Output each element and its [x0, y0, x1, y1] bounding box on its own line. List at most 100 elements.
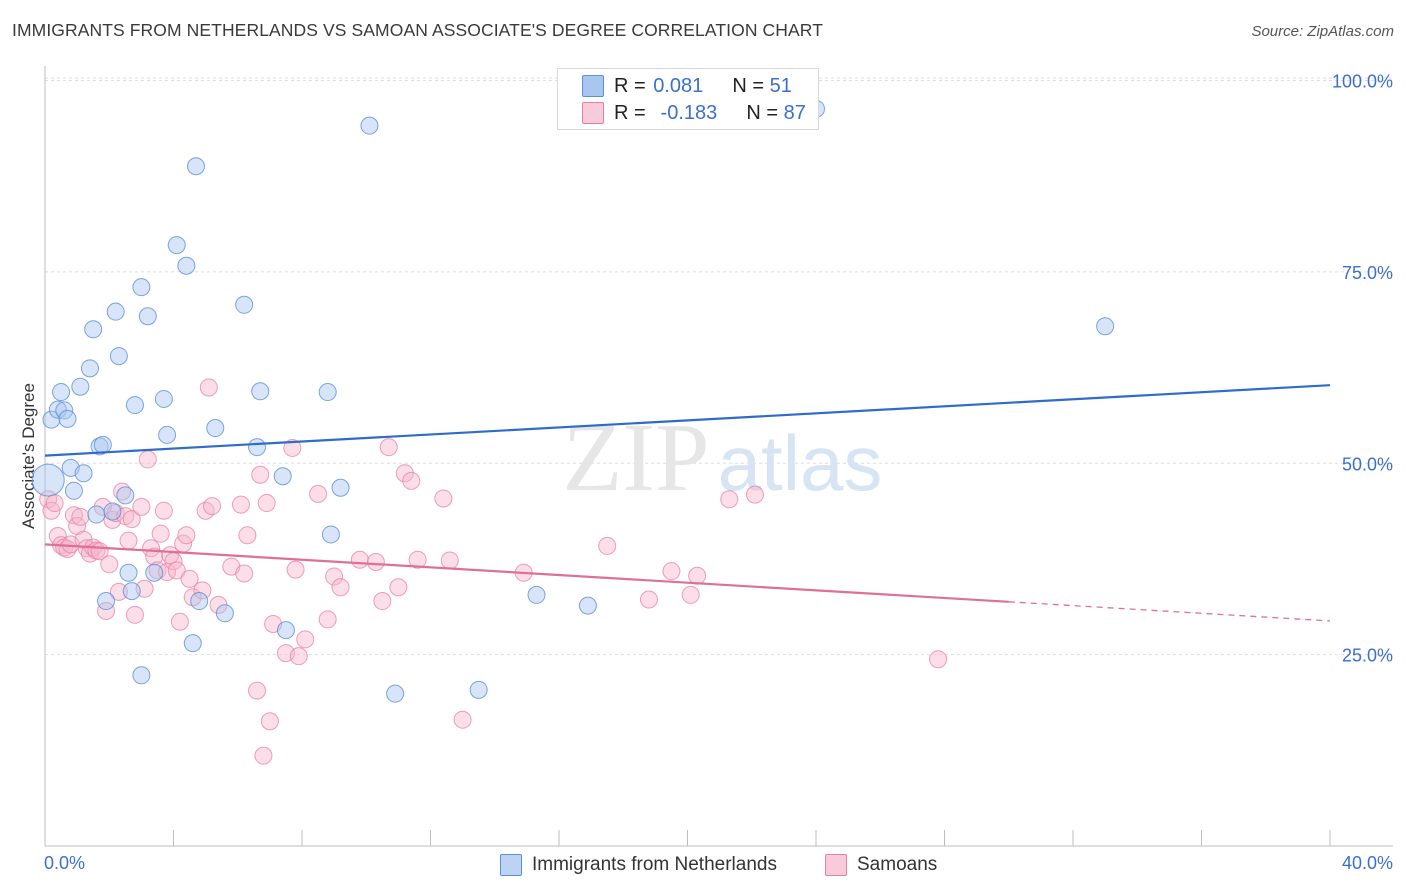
correlation-legend: R = 0.081 N = 51 R = -0.183 N = 87 [557, 68, 819, 130]
y-axis-label: Associate's Degree [19, 383, 38, 529]
samoans-point [170, 612, 189, 631]
watermark-atlas: atlas [718, 419, 883, 507]
netherlands-point [273, 467, 292, 486]
samoans-point [318, 610, 337, 629]
samoans-point [109, 582, 128, 601]
n-value-netherlands: 51 [769, 74, 792, 97]
samoans-point [177, 526, 196, 545]
trend-lines [44, 384, 1331, 622]
samoans-point [283, 438, 302, 457]
netherlands-trend-line [44, 384, 1331, 457]
netherlands-point [248, 438, 267, 457]
samoans-trend-line [44, 543, 1009, 603]
samoans-point [598, 536, 617, 555]
samoans-point [286, 560, 305, 579]
legend-label-samoans: Samoans [857, 854, 938, 875]
samoans-point [453, 710, 472, 729]
netherlands-point [138, 307, 157, 326]
samoans-point [309, 484, 328, 503]
netherlands-point [276, 621, 295, 640]
samoans-point [379, 438, 398, 457]
samoans-point [331, 578, 350, 597]
samoans-point [45, 494, 64, 513]
netherlands-point [469, 680, 488, 699]
samoans-point [151, 524, 170, 543]
netherlands-point [183, 634, 202, 653]
samoans-point [745, 485, 764, 504]
samoans-point [350, 550, 369, 569]
n-label: N = [732, 74, 765, 97]
netherlands-point [527, 585, 546, 604]
netherlands-point [132, 666, 151, 685]
netherlands-point [235, 295, 254, 314]
netherlands-point [251, 382, 270, 401]
netherlands-point [158, 425, 177, 444]
netherlands-point [186, 157, 205, 176]
netherlands-point [125, 396, 144, 415]
samoans-point [402, 471, 421, 490]
samoans-point [434, 489, 453, 508]
netherlands-point [31, 463, 65, 497]
x-tick-label: 0.0% [44, 853, 85, 873]
samoans-point [325, 567, 344, 586]
netherlands-point [87, 505, 106, 524]
legend-swatch-blue [582, 75, 604, 97]
y-tick-label: 50.0% [1342, 454, 1393, 474]
x-tick-labels: 0.0% 40.0% [44, 853, 1393, 873]
n-label: N = [746, 101, 779, 124]
samoans-point [71, 507, 90, 526]
netherlands-point [318, 383, 337, 402]
samoans-point [366, 552, 385, 571]
netherlands-point [80, 359, 99, 378]
x-tick-label: 40.0% [1342, 853, 1393, 873]
samoans-point [929, 650, 948, 669]
netherlands-points [31, 99, 1115, 703]
samoans-point [251, 465, 270, 484]
netherlands-point [52, 383, 71, 402]
samoans-point [154, 501, 173, 520]
netherlands-point [1096, 317, 1115, 336]
samoans-point [373, 592, 392, 611]
samoans-point [119, 531, 138, 550]
samoans-point [260, 712, 279, 731]
netherlands-point [331, 478, 350, 497]
samoans-point [248, 681, 267, 700]
netherlands-point [119, 563, 138, 582]
samoans-point [132, 497, 151, 516]
samoans-point [125, 605, 144, 624]
netherlands-point [167, 236, 186, 255]
netherlands-point [154, 389, 173, 408]
netherlands-point [90, 437, 109, 456]
netherlands-point [71, 377, 90, 396]
samoans-point [254, 746, 273, 765]
samoans-trend-extension [1008, 601, 1331, 622]
netherlands-point [48, 400, 67, 419]
y-tick-labels: 100.0% 75.0% 50.0% 25.0% [1332, 72, 1393, 666]
y-tick-label: 75.0% [1342, 263, 1393, 283]
watermark-zip: ZIP [563, 404, 710, 512]
netherlands-point [116, 486, 135, 505]
netherlands-point [74, 464, 93, 483]
samoans-point [639, 590, 658, 609]
netherlands-point [145, 563, 164, 582]
bottom-legend-netherlands: Immigrants from Netherlands [500, 852, 777, 878]
source-credit: Source: ZipAtlas.com [1251, 23, 1394, 40]
netherlands-point [97, 592, 116, 611]
netherlands-point [64, 481, 83, 500]
samoans-point [257, 494, 276, 513]
samoans-point [100, 555, 119, 574]
legend-swatch-blue [500, 854, 522, 876]
samoans-point [289, 647, 308, 666]
netherlands-point [190, 592, 209, 611]
samoans-point [296, 630, 315, 649]
samoans-point [138, 450, 157, 469]
netherlands-point [386, 684, 405, 703]
bottom-legend-samoans: Samoans [825, 852, 937, 878]
netherlands-point [58, 409, 77, 428]
samoans-point [106, 504, 125, 523]
netherlands-point [360, 116, 379, 135]
samoans-point [681, 585, 700, 604]
n-value-samoans: 87 [783, 101, 806, 124]
netherlands-point [93, 435, 112, 454]
